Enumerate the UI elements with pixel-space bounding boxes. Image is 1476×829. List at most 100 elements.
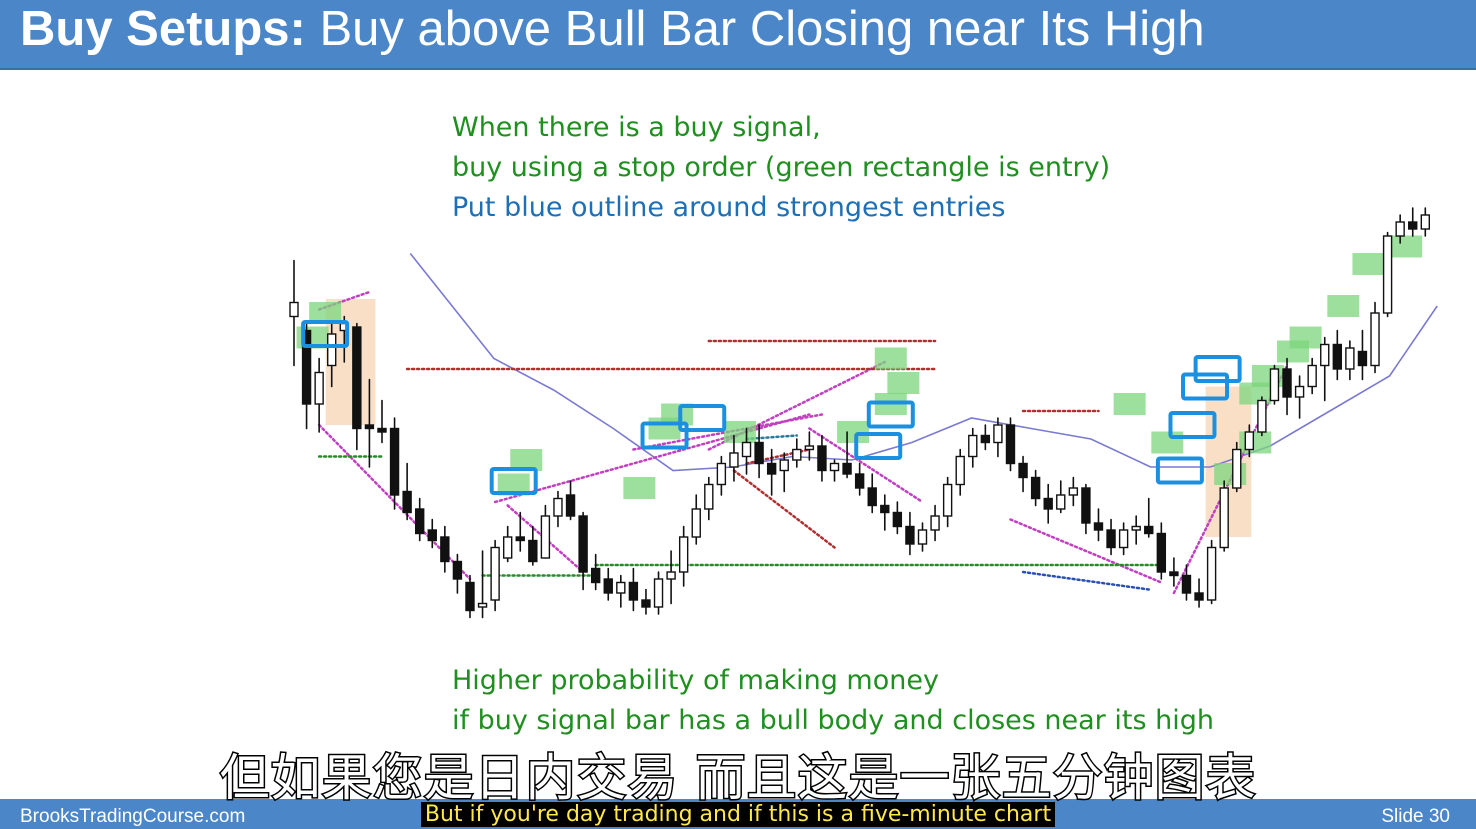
entry-rectangle bbox=[1390, 235, 1423, 258]
entry-rectangle bbox=[1289, 326, 1322, 349]
candle bbox=[741, 441, 752, 458]
candle bbox=[389, 427, 400, 496]
entry-rectangle bbox=[309, 302, 342, 324]
candle bbox=[955, 455, 965, 486]
candle bbox=[804, 445, 815, 451]
candle bbox=[1194, 592, 1204, 601]
candle bbox=[1043, 497, 1053, 510]
moving-average-line bbox=[409, 253, 1438, 472]
subtitle-english-wrap: But if you're day trading and if this is… bbox=[0, 802, 1476, 827]
strong-entry-outline bbox=[678, 404, 727, 432]
footer-slide-number: Slide 30 bbox=[1381, 806, 1450, 827]
entry-rectangle bbox=[837, 421, 870, 443]
candle bbox=[854, 473, 865, 489]
entry-rectangle bbox=[1327, 295, 1360, 317]
candle bbox=[327, 333, 337, 367]
entry-rectangle bbox=[1239, 382, 1272, 405]
candle bbox=[653, 578, 664, 608]
candle bbox=[301, 329, 312, 405]
candle bbox=[1395, 221, 1405, 237]
entry-rectangle bbox=[1113, 393, 1146, 415]
slide-title-bold: Buy Setups: bbox=[20, 2, 306, 56]
candle bbox=[515, 536, 525, 542]
candle bbox=[465, 581, 475, 612]
strong-entry-outline bbox=[301, 320, 350, 348]
candle bbox=[930, 515, 940, 531]
subtitle-english: But if you're day trading and if this is… bbox=[420, 802, 1056, 827]
candle bbox=[892, 511, 903, 528]
candle bbox=[565, 494, 576, 517]
candle bbox=[1307, 364, 1317, 388]
subtitle-chinese: 但如果您是日内交易 而且这是一张五分钟图表 bbox=[218, 748, 1257, 809]
candle bbox=[942, 483, 953, 517]
candle bbox=[1320, 343, 1330, 367]
candle bbox=[415, 508, 425, 535]
candle bbox=[1282, 368, 1292, 398]
strong-entry-outline bbox=[1155, 456, 1204, 485]
strong-entry-outline bbox=[1168, 411, 1217, 439]
candle bbox=[1169, 571, 1179, 577]
candle bbox=[1068, 487, 1079, 496]
candle bbox=[502, 536, 513, 559]
candle bbox=[628, 581, 639, 601]
candle bbox=[1181, 574, 1192, 594]
strong-entry-outline bbox=[1181, 372, 1230, 401]
candle bbox=[678, 536, 689, 573]
candle bbox=[314, 371, 324, 405]
candle bbox=[1294, 385, 1305, 398]
bear-trendline bbox=[1009, 518, 1163, 584]
strong-entry-outline bbox=[640, 421, 689, 450]
candle bbox=[1244, 431, 1255, 451]
bear-trendline bbox=[1021, 570, 1151, 591]
candle bbox=[716, 462, 727, 486]
candle bbox=[1093, 522, 1104, 531]
candle bbox=[590, 567, 601, 584]
candle bbox=[528, 539, 538, 563]
entry-rectangle bbox=[1151, 431, 1184, 454]
candle bbox=[1106, 529, 1116, 549]
slide-title-rest: Buy above Bull Bar Closing near Its High bbox=[319, 2, 1205, 56]
candle bbox=[1219, 487, 1229, 549]
entry-rectangle bbox=[661, 403, 694, 426]
candle bbox=[553, 497, 563, 517]
strong-entry-outline bbox=[1193, 355, 1242, 383]
candle bbox=[1131, 525, 1141, 531]
entry-rectangle bbox=[497, 473, 530, 496]
candle bbox=[1005, 424, 1016, 465]
candle bbox=[1232, 448, 1242, 489]
candle bbox=[993, 424, 1003, 444]
entry-rectangle bbox=[623, 477, 656, 499]
entry-rectangle bbox=[1239, 431, 1272, 454]
candle bbox=[477, 602, 488, 608]
candle bbox=[754, 441, 764, 465]
candle bbox=[691, 508, 701, 538]
candle bbox=[1056, 494, 1066, 510]
candle bbox=[792, 448, 802, 461]
candle bbox=[1332, 343, 1343, 370]
candle bbox=[829, 462, 840, 472]
candle bbox=[1144, 525, 1154, 535]
candle bbox=[666, 571, 676, 580]
candle bbox=[704, 483, 714, 510]
candle bbox=[578, 515, 588, 573]
bear-trendline bbox=[732, 469, 836, 549]
candle bbox=[616, 581, 626, 594]
note-stop-order: buy using a stop order (green rectangle … bbox=[452, 152, 1111, 183]
note-bull-body: if buy signal bar has a bull body and cl… bbox=[452, 705, 1214, 736]
note-higher-probability: Higher probability of making money bbox=[452, 665, 939, 696]
candle bbox=[1257, 399, 1267, 433]
bear-trendline bbox=[808, 427, 924, 504]
candle bbox=[440, 536, 450, 563]
candle bbox=[452, 560, 463, 580]
candle bbox=[1030, 476, 1041, 500]
entry-rectangle bbox=[874, 347, 907, 370]
candle bbox=[968, 434, 978, 458]
strong-entry-outline bbox=[854, 432, 903, 460]
candle bbox=[603, 578, 613, 594]
candle bbox=[867, 487, 877, 507]
entry-rectangle bbox=[887, 372, 920, 394]
bull-trendline bbox=[745, 434, 799, 441]
candle bbox=[364, 424, 375, 430]
candle bbox=[289, 301, 299, 318]
